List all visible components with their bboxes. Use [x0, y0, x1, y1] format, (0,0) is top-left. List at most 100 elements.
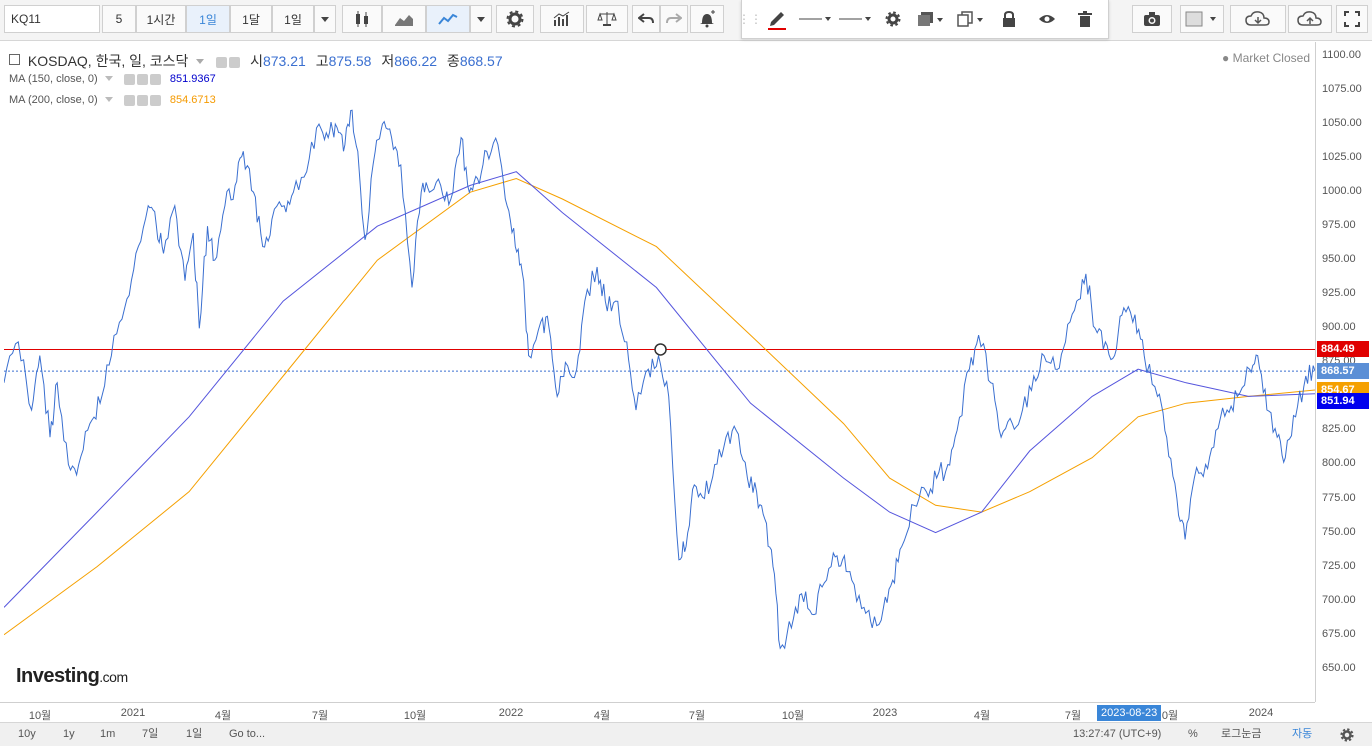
- chevron-down-icon: [321, 16, 329, 22]
- clock-text: 13:27:47 (UTC+9): [1073, 728, 1162, 740]
- price-chart[interactable]: [4, 42, 1315, 702]
- pencil-icon: [768, 12, 786, 30]
- symbol-input[interactable]: KQ11: [4, 5, 100, 33]
- log-scale-toggle[interactable]: 로그눈금: [1221, 728, 1262, 740]
- time-tick-label: 0월: [1161, 710, 1179, 722]
- layers-icon: [918, 12, 943, 26]
- chart-type-dropdown-button[interactable]: [470, 5, 492, 33]
- interval-label: 1일: [284, 12, 302, 27]
- scale-icon: [597, 12, 617, 26]
- load-from-cloud-button[interactable]: [1230, 5, 1286, 33]
- save-to-cloud-button[interactable]: [1288, 5, 1332, 33]
- delete-button[interactable]: [1070, 5, 1100, 33]
- symbol-text: KQ11: [11, 12, 41, 26]
- indicators-button[interactable]: [540, 5, 584, 33]
- goto-button[interactable]: Go to...: [229, 728, 266, 740]
- visibility-button[interactable]: [1032, 5, 1062, 33]
- price-tick-label: 1075.00: [1322, 83, 1362, 96]
- legend-settings-icon[interactable]: [123, 94, 135, 106]
- interval-dropdown-button[interactable]: [314, 5, 336, 33]
- line-chart-button[interactable]: [426, 5, 470, 33]
- drag-handle[interactable]: ⋮⋮: [738, 12, 762, 26]
- time-axis[interactable]: 2023-08-23 10월 2021 4월 7월 10월 2022 4월 7월 10월 2023…: [0, 702, 1315, 723]
- legend-settings-icon[interactable]: [123, 73, 135, 85]
- percent-toggle[interactable]: %: [1188, 728, 1198, 740]
- legend-ma200-row: MA (200, close, 0) 854.6713: [9, 94, 216, 106]
- pencil-tool-button[interactable]: [760, 5, 794, 33]
- range-button-1d[interactable]: 1일: [186, 728, 203, 740]
- interval-button-custom[interactable]: 1일: [272, 5, 314, 33]
- indicators-icon: [553, 11, 570, 26]
- time-tick-label: 2024: [1248, 707, 1274, 719]
- legend-hide-icon[interactable]: [136, 94, 148, 106]
- drawing-settings-button[interactable]: [878, 5, 908, 33]
- time-tick-label: 7월: [311, 710, 329, 722]
- crosshair-marker: [654, 343, 667, 356]
- auto-scale-toggle[interactable]: 자동: [1292, 728, 1313, 740]
- legend-close-icon[interactable]: [149, 73, 161, 85]
- interval-label: 1달: [242, 12, 260, 27]
- legend-hide-icon[interactable]: [136, 73, 148, 85]
- time-tick-label: 7월: [1064, 710, 1082, 722]
- compare-button[interactable]: [586, 5, 628, 33]
- range-button-10y[interactable]: 10y: [18, 728, 36, 740]
- price-axis[interactable]: 1100.00 1075.00 1050.00 1025.00 1000.00 975.0…: [1315, 42, 1372, 702]
- interval-label: 1시간: [146, 12, 176, 27]
- settings-button[interactable]: [496, 5, 534, 33]
- chevron-down-icon[interactable]: [104, 97, 113, 102]
- interval-button-month[interactable]: 1달: [230, 5, 272, 33]
- interval-button-day[interactable]: 1일: [186, 5, 230, 33]
- theme-dropdown[interactable]: [1180, 5, 1224, 33]
- area-chart-button[interactable]: [382, 5, 426, 33]
- ma200-label: MA (200, close, 0): [9, 94, 98, 106]
- price-tick-label: 1100.00: [1322, 49, 1361, 61]
- legend-settings-icon[interactable]: [216, 56, 228, 68]
- axis-settings-button[interactable]: [1340, 726, 1354, 743]
- price-tick-label: 950.00: [1322, 253, 1356, 266]
- range-button-1m[interactable]: 1m: [100, 728, 116, 740]
- high-label: 고: [315, 53, 329, 69]
- low-label: 저: [381, 53, 395, 69]
- collapse-icon[interactable]: [9, 54, 20, 65]
- chevron-down-icon[interactable]: [196, 59, 205, 64]
- fullscreen-button[interactable]: [1336, 5, 1368, 33]
- price-tick-label: 675.00: [1322, 627, 1356, 640]
- investing-logo: Investing.com: [16, 665, 128, 688]
- time-tick-label: 10월: [403, 710, 427, 722]
- ma200-value: 854.6713: [169, 94, 216, 106]
- price-marker-label: 851.94: [1317, 392, 1369, 409]
- line-style-icon: [799, 17, 831, 21]
- candlestick-chart-button[interactable]: [342, 5, 382, 33]
- line-width-dropdown[interactable]: [836, 5, 874, 33]
- trash-icon: [1078, 11, 1092, 27]
- interval-label: 1일: [199, 12, 217, 27]
- copy-dropdown[interactable]: [952, 5, 990, 33]
- redo-button[interactable]: [660, 5, 688, 33]
- interval-value-input[interactable]: 5: [102, 5, 136, 33]
- redo-icon: [666, 13, 682, 24]
- close-value: 868.57: [459, 53, 503, 69]
- market-status-text: Market Closed: [1232, 51, 1310, 65]
- time-tick-label: 10월: [781, 710, 805, 722]
- screenshot-button[interactable]: [1132, 5, 1172, 33]
- lock-button[interactable]: [994, 5, 1024, 33]
- price-tick-label: 825.00: [1322, 423, 1356, 436]
- legend-close-icon[interactable]: [149, 94, 161, 106]
- cloud-download-icon: [1245, 11, 1270, 26]
- interval-button-hour[interactable]: 1시간: [136, 5, 186, 33]
- price-marker-label: 884.49: [1317, 341, 1369, 358]
- close-label: 종: [446, 53, 460, 69]
- price-tick-label: 1000.00: [1322, 185, 1362, 198]
- legend-ma150-row: MA (150, close, 0) 851.9367: [9, 73, 216, 85]
- layers-dropdown[interactable]: [912, 5, 950, 33]
- chevron-down-icon[interactable]: [104, 76, 113, 81]
- price-tick-label: 975.00: [1322, 219, 1356, 232]
- time-tick-label: 2023: [872, 707, 898, 719]
- range-button-1y[interactable]: 1y: [63, 728, 75, 740]
- line-style-dropdown[interactable]: [796, 5, 834, 33]
- undo-button[interactable]: [632, 5, 660, 33]
- range-button-7d[interactable]: 7일: [142, 728, 159, 740]
- alert-button[interactable]: [690, 5, 724, 33]
- legend-hide-icon[interactable]: [229, 56, 241, 68]
- legend-main-row: KOSDAQ, 한국, 일, 코스닥 시873.21 고875.58 저866.…: [9, 51, 503, 71]
